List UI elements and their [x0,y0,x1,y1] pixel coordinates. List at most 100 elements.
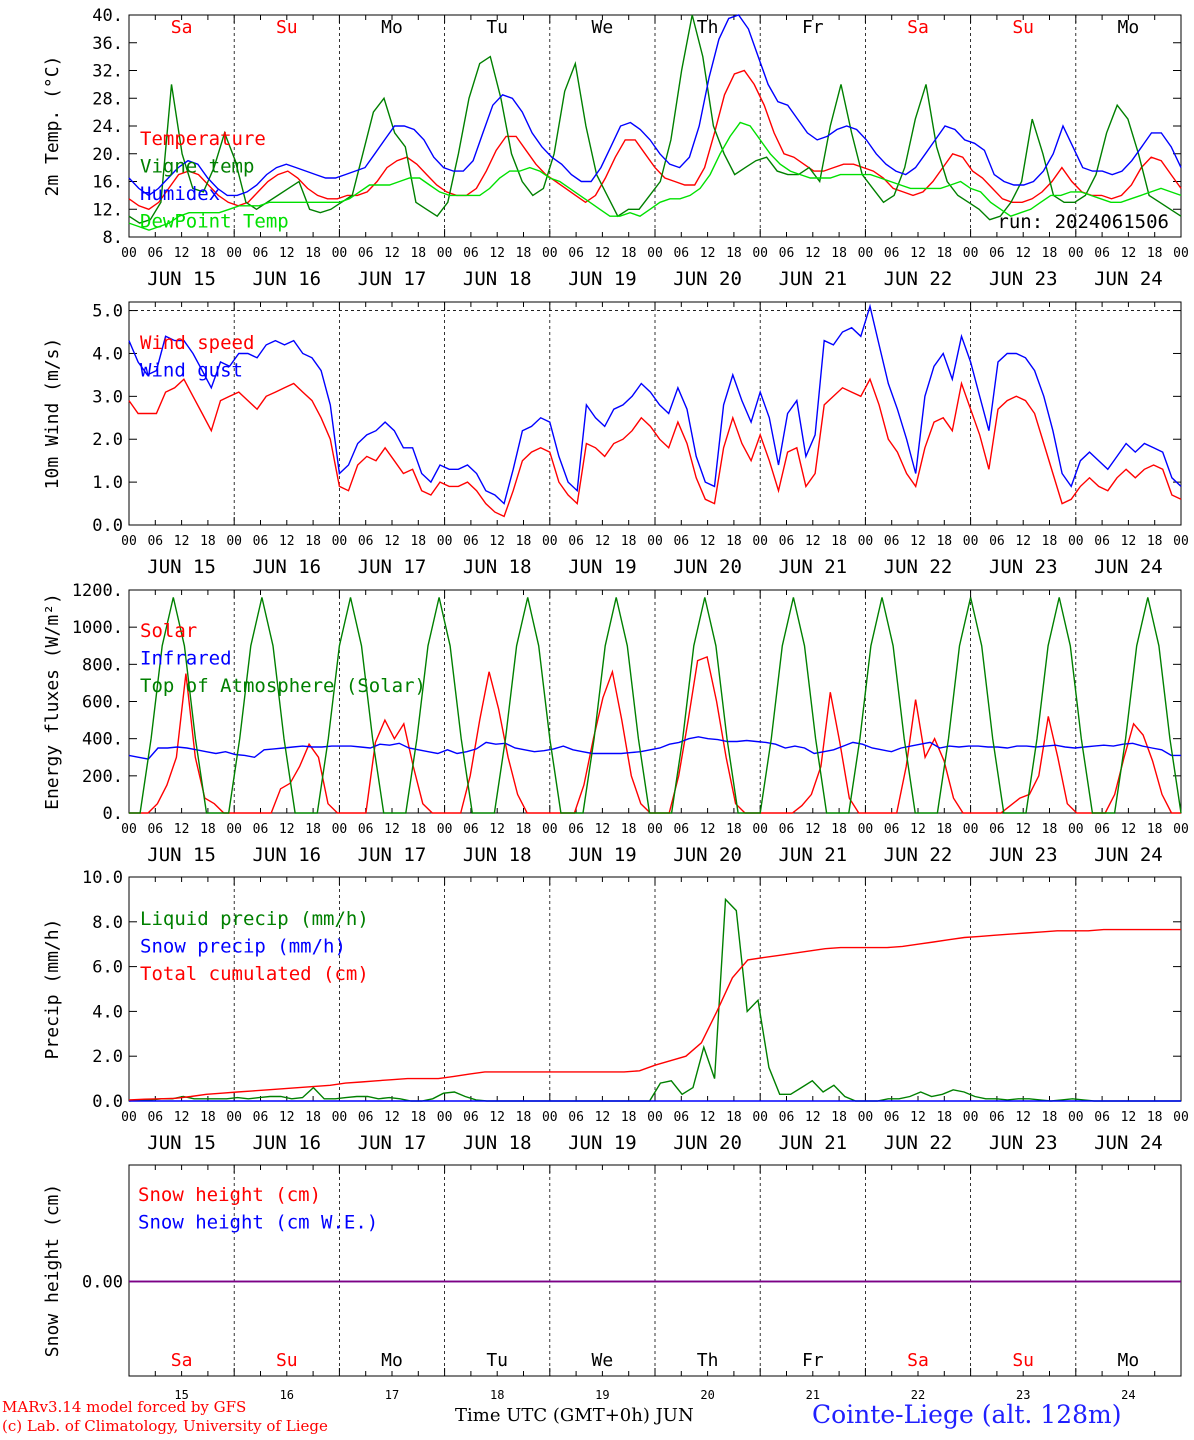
date-label: JUN 24 [1094,268,1163,290]
series-line-total-cumulated-cm- [128,928,1181,1101]
hour-label: 18 [936,534,952,549]
day-number-label: 23 [1016,1388,1030,1402]
hour-label: 18 [410,534,426,549]
hour-label: 12 [1015,822,1031,837]
hour-label: 06 [358,1110,374,1125]
hour-label: 00 [647,534,663,549]
date-label: JUN 20 [673,268,742,290]
hour-label: 18 [200,1110,216,1125]
legend-entry: Wind speed [140,332,254,354]
hour-label: 00 [332,246,348,261]
model-credits: MARv3.14 model forced by GFS (c) Lab. of… [2,1398,328,1436]
hour-label: 00 [226,822,242,837]
hour-label: 12 [805,1110,821,1125]
hour-label: 12 [174,246,190,261]
hour-label: 00 [647,1110,663,1125]
hour-label: 12 [489,534,505,549]
y-tick-label: 32. [92,62,123,82]
plot-frame [128,589,1182,814]
hour-label: 18 [1042,534,1058,549]
hour-label: 18 [1042,246,1058,261]
hour-label: 12 [595,246,611,261]
hour-label: 06 [568,1110,584,1125]
date-label: JUN 23 [989,1132,1058,1154]
y-tick-label: 6.0 [92,958,123,978]
hour-label: 06 [147,1110,163,1125]
weekday-label: Sa [171,17,193,38]
legend-entry: Infrared [140,648,232,670]
date-label: JUN 16 [252,556,321,578]
hour-label: 12 [384,534,400,549]
hour-label: 12 [489,1110,505,1125]
hour-label: 06 [568,534,584,549]
weekday-label: Sa [171,1350,193,1371]
weekday-label: Su [1012,17,1034,38]
hour-label: 00 [1173,246,1189,261]
day-number-label: 21 [806,1388,820,1402]
day-number-label: 15 [174,1388,188,1402]
hour-label: 00 [963,534,979,549]
weekday-label: Su [276,1350,298,1371]
hour-label: 00 [752,1110,768,1125]
series-line-liquid-precip-mm-h- [128,897,1181,1102]
weekday-label: Fr [802,1350,824,1371]
hour-label: 06 [989,1110,1005,1125]
hour-label: 06 [147,822,163,837]
hour-label: 18 [621,822,637,837]
hour-label: 06 [989,822,1005,837]
hour-label: 18 [516,1110,532,1125]
weekday-label: Mo [381,1350,403,1371]
weekday-label: Su [276,17,298,38]
y-tick-label: 1200. [72,581,123,601]
y-tick-label: 16. [92,173,123,193]
y-tick-label: 0.00 [82,1273,123,1293]
hour-label: 12 [489,822,505,837]
hour-label: 18 [621,534,637,549]
date-label: JUN 24 [1094,1132,1163,1154]
hour-label: 00 [858,1110,874,1125]
legend-entry: DewPoint Temp [140,211,289,233]
hour-label: 00 [963,1110,979,1125]
hour-label: 06 [673,822,689,837]
hour-label: 00 [121,1110,137,1125]
hour-label: 18 [516,822,532,837]
hour-label: 06 [568,822,584,837]
hour-label: 18 [410,822,426,837]
hour-label: 06 [147,246,163,261]
date-label: JUN 22 [884,556,953,578]
hour-label: 12 [910,822,926,837]
plot-frame [128,301,1182,526]
weekday-label: Mo [381,17,403,38]
y-tick-label: 800. [82,655,123,675]
y-tick-label: 2.0 [92,1047,123,1067]
hour-label: 18 [516,534,532,549]
hour-label: 12 [700,246,716,261]
day-number-label: 24 [1121,1388,1135,1402]
day-number-label: 18 [490,1388,504,1402]
hour-label: 12 [700,534,716,549]
legend-entry: Solar [140,620,197,642]
y-tick-label: 1000. [72,618,123,638]
hour-label: 12 [174,534,190,549]
date-label: JUN 15 [147,556,216,578]
weekday-label: Tu [486,1350,508,1371]
weekday-label: Su [1012,1350,1034,1371]
day-number-label: 20 [700,1388,714,1402]
day-number-label: 17 [385,1388,399,1402]
hour-label: 00 [752,246,768,261]
date-label: JUN 15 [147,1132,216,1154]
hour-label: 18 [410,1110,426,1125]
hour-label: 00 [752,822,768,837]
hour-label: 18 [1147,1110,1163,1125]
station-name: Cointe-Liege (alt. 128m) [812,1400,1122,1429]
y-tick-label: 0.0 [92,516,123,536]
y-axis-label: Precip (mm/h) [42,919,63,1060]
hour-label: 18 [305,1110,321,1125]
hour-label: 06 [1094,534,1110,549]
hour-label: 06 [884,1110,900,1125]
date-label: JUN 23 [989,556,1058,578]
y-tick-label: 200. [82,767,123,787]
hour-label: 12 [1015,246,1031,261]
y-tick-label: 8.0 [92,913,123,933]
hour-label: 00 [437,246,453,261]
